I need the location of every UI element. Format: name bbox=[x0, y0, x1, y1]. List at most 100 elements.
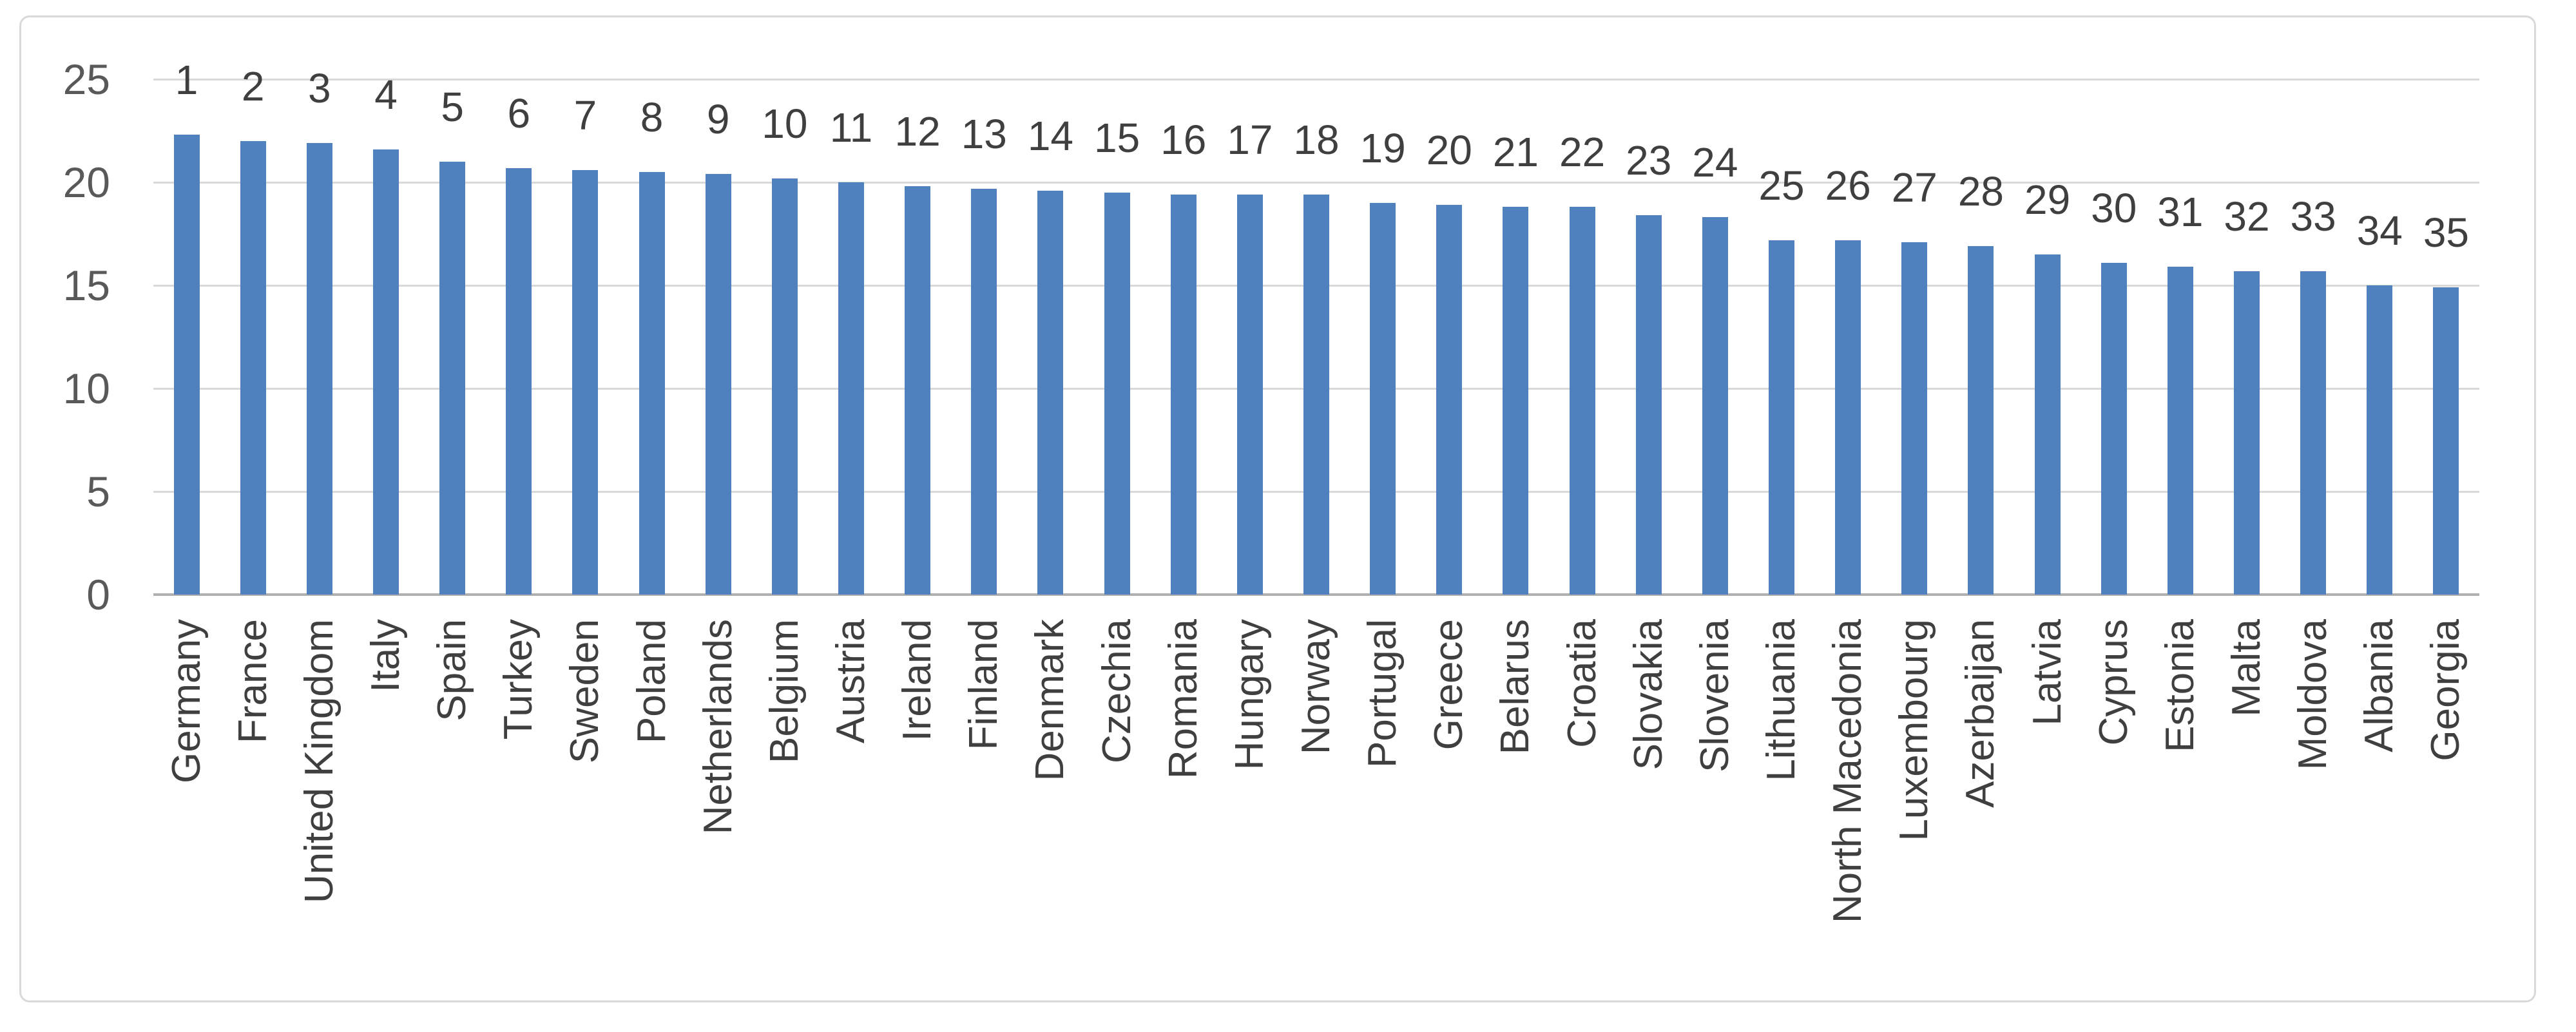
bar-latvia bbox=[2034, 254, 2061, 595]
bar-czechia bbox=[1104, 193, 1130, 595]
x-axis-label-belarus: Belarus bbox=[1493, 619, 1538, 755]
x-axis-label-finland: Finland bbox=[961, 619, 1006, 750]
bar-value-label-28: 28 bbox=[1957, 168, 2004, 215]
x-axis-label-cyprus: Cyprus bbox=[2091, 619, 2136, 746]
bar-value-label-15: 15 bbox=[1093, 115, 1140, 161]
bar-greece bbox=[1436, 205, 1463, 595]
x-axis-label-france: France bbox=[230, 619, 275, 743]
plot-area: 1 2 3 4 5 6 7 8 9 10 11 12 13 14 15 16 17 18 19 20 21 22 23 24 2… bbox=[153, 57, 2479, 596]
x-axis-label-netherlands: Netherlands bbox=[695, 619, 740, 835]
bar-georgia bbox=[2433, 287, 2459, 595]
gridline-25 bbox=[153, 79, 2479, 81]
bar-malta bbox=[2234, 271, 2260, 595]
bar-italy bbox=[373, 149, 399, 595]
x-axis-label-azerbaijan: Azerbaijan bbox=[1958, 619, 2003, 808]
bar-moldova bbox=[2300, 271, 2327, 595]
bar-azerbaijan bbox=[1968, 246, 1994, 595]
x-axis-label-north-macedonia: North Macedonia bbox=[1825, 619, 1870, 924]
bar-turkey bbox=[506, 167, 532, 595]
bar-estonia bbox=[2167, 267, 2193, 595]
bar-value-label-26: 26 bbox=[1825, 162, 1871, 209]
bar-value-label-5: 5 bbox=[441, 84, 464, 130]
bar-denmark bbox=[1037, 190, 1064, 595]
x-axis-label-austria: Austria bbox=[829, 619, 873, 743]
x-axis-label-turkey: Turkey bbox=[496, 619, 541, 740]
x-axis-label-norway: Norway bbox=[1294, 619, 1338, 755]
x-axis-label-croatia: Croatia bbox=[1559, 619, 1604, 748]
bar-value-label-22: 22 bbox=[1559, 129, 1606, 176]
bar-value-label-21: 21 bbox=[1492, 129, 1539, 176]
bar-france bbox=[240, 141, 266, 595]
bar-value-label-31: 31 bbox=[2157, 189, 2204, 236]
bar-spain bbox=[439, 162, 466, 595]
bar-value-label-8: 8 bbox=[640, 94, 664, 140]
y-tick-label-25: 25 bbox=[62, 55, 110, 103]
x-axis-label-georgia: Georgia bbox=[2423, 619, 2468, 761]
bar-portugal bbox=[1370, 203, 1396, 595]
bar-value-label-10: 10 bbox=[762, 100, 808, 147]
x-axis-label-romania: Romania bbox=[1160, 619, 1206, 779]
bar-ireland bbox=[905, 186, 931, 595]
chart-frame: 1 2 3 4 5 6 7 8 9 10 11 12 13 14 15 16 17 18 19 20 21 22 23 24 2… bbox=[19, 15, 2536, 1002]
bar-value-label-1: 1 bbox=[175, 57, 198, 104]
x-axis-label-latvia: Latvia bbox=[2024, 619, 2070, 726]
bar-netherlands bbox=[705, 174, 731, 595]
bar-value-label-20: 20 bbox=[1426, 127, 1472, 174]
bar-north-macedonia bbox=[1835, 240, 1861, 595]
bar-slovenia bbox=[1702, 217, 1728, 595]
bar-value-label-16: 16 bbox=[1160, 117, 1207, 164]
x-axis-label-spain: Spain bbox=[430, 619, 475, 721]
y-tick-label-5: 5 bbox=[86, 468, 110, 515]
bar-value-label-34: 34 bbox=[2356, 207, 2403, 254]
x-axis-label-italy: Italy bbox=[363, 619, 408, 693]
y-tick-label-0: 0 bbox=[86, 571, 110, 618]
x-axis-label-estonia: Estonia bbox=[2157, 619, 2202, 752]
x-axis-label-belgium: Belgium bbox=[762, 619, 807, 763]
bar-value-label-12: 12 bbox=[894, 108, 941, 155]
bar-value-label-27: 27 bbox=[1891, 164, 1937, 211]
x-axis-label-ireland: Ireland bbox=[895, 619, 940, 741]
bar-hungary bbox=[1236, 195, 1263, 595]
x-axis-label-denmark: Denmark bbox=[1028, 619, 1073, 781]
bar-austria bbox=[838, 182, 864, 595]
bar-croatia bbox=[1569, 207, 1595, 595]
bar-value-label-11: 11 bbox=[829, 104, 873, 151]
bar-cyprus bbox=[2100, 262, 2127, 595]
y-tick-label-10: 10 bbox=[62, 365, 110, 412]
x-axis-line bbox=[153, 593, 2479, 596]
x-axis-label-moldova: Moldova bbox=[2291, 619, 2336, 770]
bar-norway bbox=[1303, 195, 1329, 595]
x-axis-label-malta: Malta bbox=[2224, 619, 2269, 717]
bar-finland bbox=[971, 188, 997, 595]
bar-sweden bbox=[572, 169, 599, 595]
bar-belarus bbox=[1503, 207, 1529, 595]
bar-value-label-4: 4 bbox=[374, 71, 398, 118]
bar-value-label-19: 19 bbox=[1360, 125, 1406, 171]
x-axis-label-czechia: Czechia bbox=[1094, 619, 1139, 763]
x-axis-label-slovenia: Slovenia bbox=[1692, 619, 1737, 772]
x-axis-label-luxembourg: Luxembourg bbox=[1892, 619, 1937, 841]
x-axis-label-slovakia: Slovakia bbox=[1626, 619, 1671, 770]
x-axis-label-united-kingdom: United Kingdom bbox=[296, 619, 341, 904]
bar-value-label-25: 25 bbox=[1758, 162, 1805, 209]
bar-romania bbox=[1170, 195, 1197, 595]
bar-value-label-32: 32 bbox=[2224, 193, 2270, 240]
bar-value-label-23: 23 bbox=[1626, 137, 1672, 184]
bar-value-label-14: 14 bbox=[1027, 112, 1074, 159]
y-tick-label-15: 15 bbox=[62, 262, 110, 309]
bar-value-label-29: 29 bbox=[2024, 177, 2071, 223]
bar-value-label-30: 30 bbox=[2091, 184, 2137, 231]
bar-value-label-33: 33 bbox=[2290, 193, 2336, 240]
bar-value-label-9: 9 bbox=[706, 96, 730, 143]
bar-value-label-2: 2 bbox=[241, 63, 265, 110]
bar-poland bbox=[639, 172, 665, 595]
bar-lithuania bbox=[1769, 240, 1794, 595]
x-axis-label-albania: Albania bbox=[2357, 619, 2402, 752]
gridline-20 bbox=[153, 182, 2479, 184]
bar-belgium bbox=[771, 178, 798, 595]
bar-germany bbox=[173, 135, 200, 595]
bar-united-kingdom bbox=[306, 143, 332, 595]
bar-value-label-18: 18 bbox=[1293, 117, 1340, 164]
bar-value-label-13: 13 bbox=[961, 110, 1007, 157]
bar-value-label-6: 6 bbox=[507, 90, 531, 137]
